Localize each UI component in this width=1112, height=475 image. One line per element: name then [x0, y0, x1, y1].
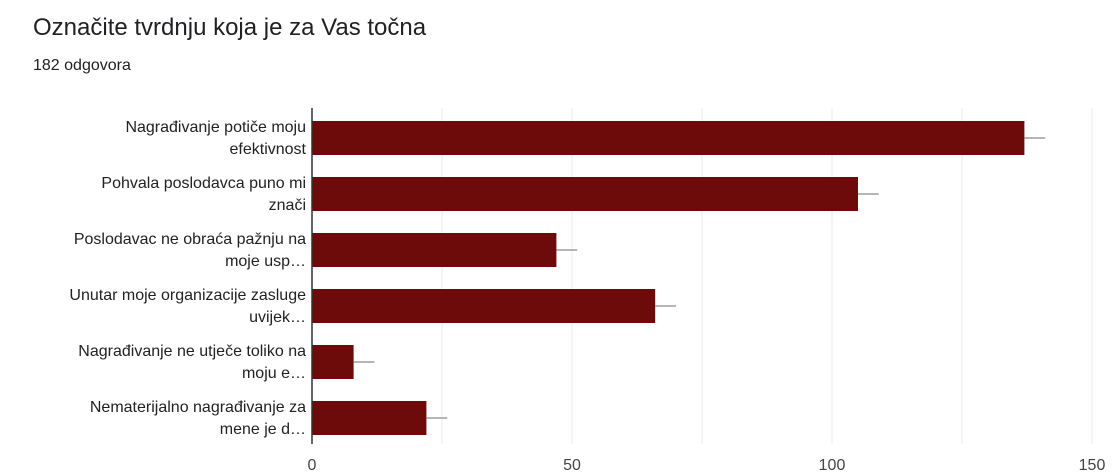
bar — [312, 401, 427, 435]
response-count: 182 odgovora — [33, 57, 131, 74]
bar — [312, 177, 858, 211]
category-label: Nagrađivanje ne utječe toliko na — [78, 343, 306, 360]
x-tick-label: 0 — [308, 457, 317, 474]
bar — [312, 289, 656, 323]
x-tick-label: 150 — [1079, 457, 1106, 474]
category-label: Unutar moje organizacije zasluge — [69, 287, 306, 304]
category-label: Pohvala poslodavca puno mi — [101, 175, 306, 192]
category-label: mene je d… — [220, 421, 306, 438]
category-label: moje usp… — [225, 253, 306, 270]
category-label: Nagrađivanje potiče moju — [125, 119, 306, 136]
category-label: efektivnost — [230, 141, 307, 158]
chart-title: Označite tvrdnju koja je za Vas točna — [33, 14, 427, 41]
category-label: moju e… — [242, 365, 306, 382]
category-label: Nematerijalno nagrađivanje za — [90, 399, 306, 416]
bar — [312, 233, 557, 267]
x-tick-label: 100 — [819, 457, 846, 474]
category-label: znači — [269, 197, 306, 214]
x-tick-label: 50 — [563, 457, 581, 474]
category-label: Poslodavac ne obraća pažnju na — [74, 231, 306, 248]
bar — [312, 121, 1025, 155]
bar — [312, 345, 354, 379]
category-label: uvijek… — [249, 309, 306, 326]
